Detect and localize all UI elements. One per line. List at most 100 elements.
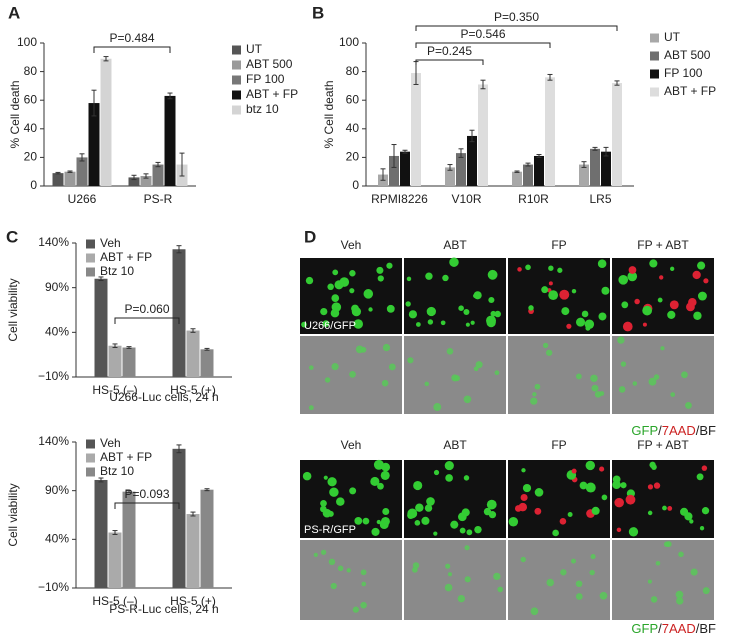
x-tick-label: HS-5 (+) [170, 594, 216, 608]
bar [172, 448, 186, 588]
bar [186, 330, 200, 377]
cell [534, 507, 542, 515]
cell [642, 305, 653, 316]
legend-label: ABT + FP [100, 250, 152, 264]
y-tick-label: 90% [45, 483, 69, 497]
legend-part: 7AAD [662, 621, 696, 636]
legend-label: Veh [100, 236, 121, 250]
cell [647, 510, 653, 516]
legend-part: GFP [631, 423, 658, 438]
y-tick-label: 40 [346, 121, 360, 135]
cell [616, 527, 622, 533]
cell [701, 465, 708, 471]
cell [557, 267, 563, 273]
cell [599, 591, 608, 600]
cell [380, 470, 390, 480]
y-tick-label: 140% [38, 434, 69, 448]
cell [670, 266, 675, 271]
bar [400, 151, 410, 186]
bar [172, 249, 186, 377]
cell [407, 508, 418, 519]
cell [534, 488, 544, 497]
error-bar [190, 328, 196, 333]
y-tick-label: 80 [24, 64, 38, 78]
cell [628, 527, 639, 537]
legend-label: ABT + FP [246, 87, 298, 101]
cell [559, 289, 570, 300]
cell [346, 568, 351, 573]
cell [585, 325, 591, 331]
cell [426, 497, 435, 506]
significance-bracket [415, 59, 484, 65]
cell [520, 493, 528, 502]
p-value: P=0.245 [427, 44, 472, 58]
legend-label: Veh [100, 436, 121, 450]
error-bar [67, 170, 73, 173]
legend-swatch [650, 87, 659, 97]
cell [701, 507, 710, 515]
cell [332, 269, 339, 276]
column-label: Veh [341, 238, 362, 252]
cell [534, 383, 541, 390]
cell [647, 484, 654, 490]
cell [676, 597, 684, 605]
column-label: FP [551, 438, 566, 452]
legend-label: UT [664, 30, 681, 44]
legend-part: / [696, 423, 700, 438]
cell [675, 590, 684, 599]
error-bar [614, 80, 620, 86]
cell [488, 296, 495, 304]
bar [88, 103, 100, 186]
x-tick-label: PS-R [144, 192, 173, 206]
cell [590, 374, 598, 383]
y-tick-label: 80 [346, 64, 360, 78]
cell [690, 568, 698, 576]
error-bar [581, 161, 587, 168]
legend-label: FP 100 [664, 66, 703, 80]
significance-bracket [114, 317, 180, 324]
cell [662, 505, 667, 511]
legend-swatch [232, 105, 241, 115]
cell [567, 512, 573, 517]
cell [464, 545, 470, 551]
cell [579, 481, 588, 490]
cell [406, 276, 412, 282]
cell [475, 361, 483, 369]
cell [463, 395, 472, 404]
cell [424, 504, 433, 512]
cell [575, 593, 583, 600]
cell [339, 277, 350, 287]
legend-part: / [658, 423, 662, 438]
cell [521, 468, 526, 473]
cell [424, 381, 430, 387]
bar [152, 164, 164, 186]
column-label: Veh [341, 438, 362, 452]
legend-part: BF [699, 423, 716, 438]
cell [530, 607, 539, 616]
bar [456, 153, 466, 186]
bar [164, 95, 176, 186]
panel-label: D [304, 227, 316, 246]
cell [546, 578, 554, 587]
error-bar [112, 530, 118, 535]
cell [313, 552, 318, 557]
cell [444, 460, 454, 471]
cell [371, 527, 380, 536]
significance-bracket [415, 25, 618, 31]
cell [591, 384, 599, 392]
cell [308, 405, 314, 411]
cell [497, 586, 504, 593]
cell [320, 549, 327, 555]
cell [669, 300, 679, 310]
bar [478, 84, 488, 186]
y-tick-label: 100 [17, 35, 37, 49]
x-tick-label: HS-5 (+) [170, 383, 216, 397]
image-legend: GFP/7AAD/BF [631, 621, 716, 636]
cell [627, 271, 638, 282]
cell [552, 529, 559, 537]
cell [305, 276, 314, 285]
cell [681, 371, 688, 379]
cell [575, 317, 586, 327]
cell [601, 494, 608, 501]
cell [685, 401, 692, 409]
